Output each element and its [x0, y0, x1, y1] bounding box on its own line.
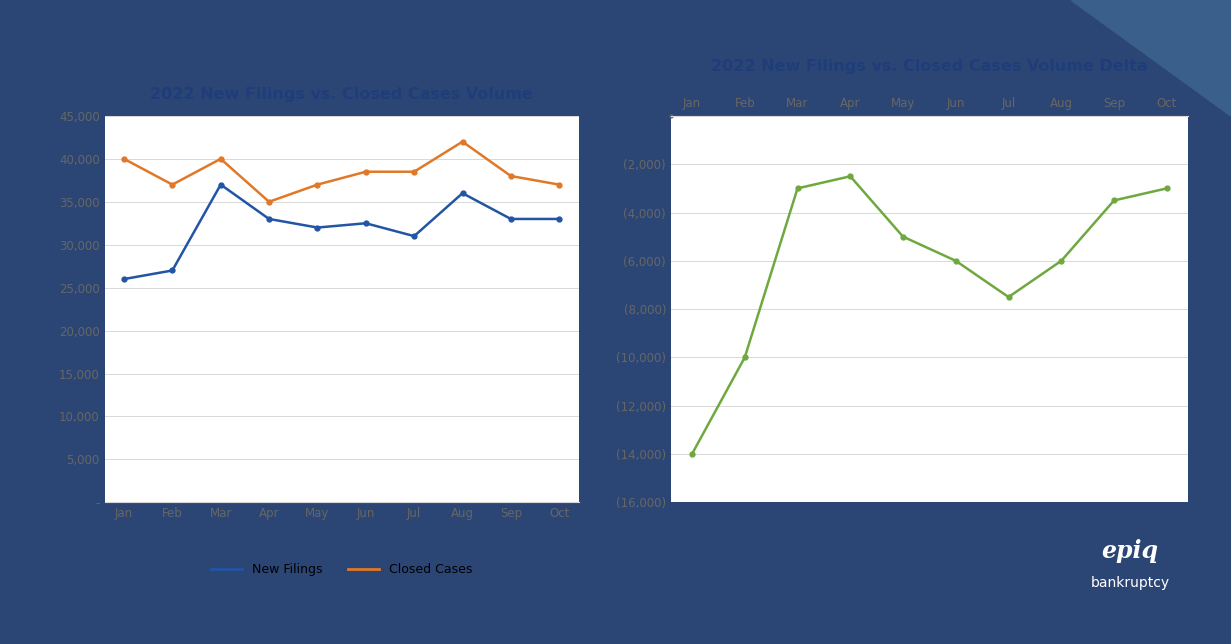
Text: epiq: epiq	[1102, 538, 1158, 563]
Title: 2022 New Filings vs. Closed Cases Volume: 2022 New Filings vs. Closed Cases Volume	[150, 87, 533, 102]
Title: 2022 New Filings vs. Closed Cases Volume Delta: 2022 New Filings vs. Closed Cases Volume…	[712, 59, 1147, 75]
Polygon shape	[1071, 0, 1231, 116]
Text: bankruptcy: bankruptcy	[1091, 576, 1169, 590]
Legend: New Filings, Closed Cases: New Filings, Closed Cases	[206, 558, 478, 581]
